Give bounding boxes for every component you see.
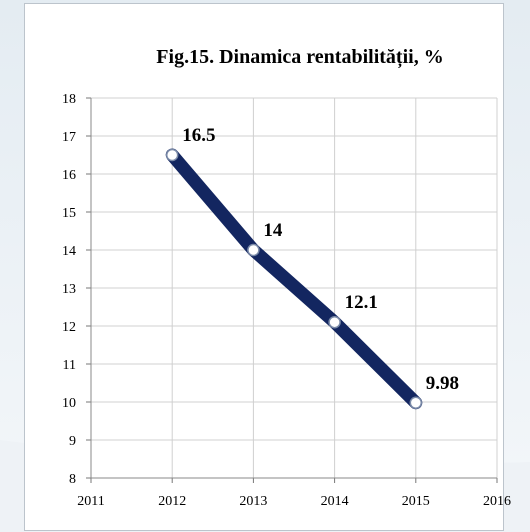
x-tick-label: 2015 [402,494,430,509]
chart-title: Fig.15. Dinamica rentabilității, % [156,46,443,69]
y-tick-labels: 8 9 10 11 12 13 14 15 16 17 18 [62,92,76,487]
data-point [328,315,341,329]
series-line [165,148,423,410]
y-tick-label: 16 [62,168,76,183]
data-label: 16.5 [182,125,215,146]
axes [86,97,498,483]
y-tick-label: 18 [62,92,76,107]
data-point [247,243,260,257]
data-points [165,148,423,410]
y-tick-label: 14 [62,244,76,259]
x-tick-label: 2014 [321,494,349,509]
data-point [165,148,179,162]
series-line-path [165,148,423,410]
y-tick-label: 8 [69,472,76,487]
y-tick-label: 12 [62,320,76,335]
y-tick-label: 10 [62,396,76,411]
y-tick-label: 17 [62,130,76,145]
data-point [409,396,423,410]
y-tick-label: 11 [63,358,76,373]
data-labels: 16.5 14 12.1 9.98 [182,125,459,394]
x-tick-label: 2013 [239,494,267,509]
x-tick-labels: 2011 2012 2013 2014 2015 2016 [77,494,511,509]
x-tick-label: 2011 [77,494,104,509]
y-tick-label: 13 [62,282,76,297]
data-label: 9.98 [426,373,459,394]
y-tick-label: 9 [69,434,76,449]
x-tick-label: 2012 [158,494,186,509]
grid-lines [91,97,498,478]
x-tick-label: 2016 [483,494,511,509]
data-label: 12.1 [345,292,378,313]
y-tick-label: 15 [62,206,76,221]
data-label: 14 [263,220,283,241]
